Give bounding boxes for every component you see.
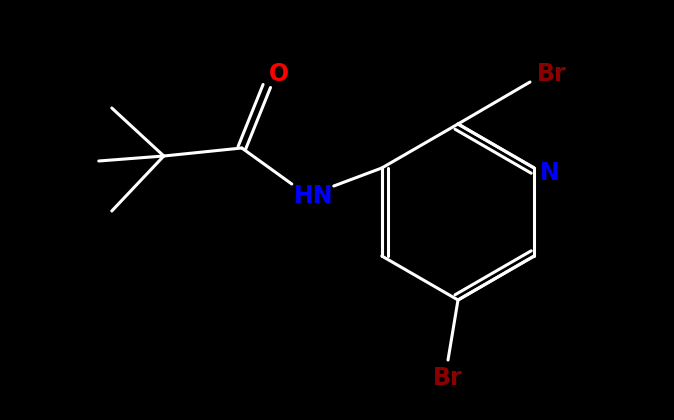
Text: O: O <box>269 62 289 86</box>
Text: Br: Br <box>537 62 567 86</box>
Text: HN: HN <box>294 184 334 208</box>
Text: Br: Br <box>433 366 463 390</box>
Text: N: N <box>541 161 560 185</box>
